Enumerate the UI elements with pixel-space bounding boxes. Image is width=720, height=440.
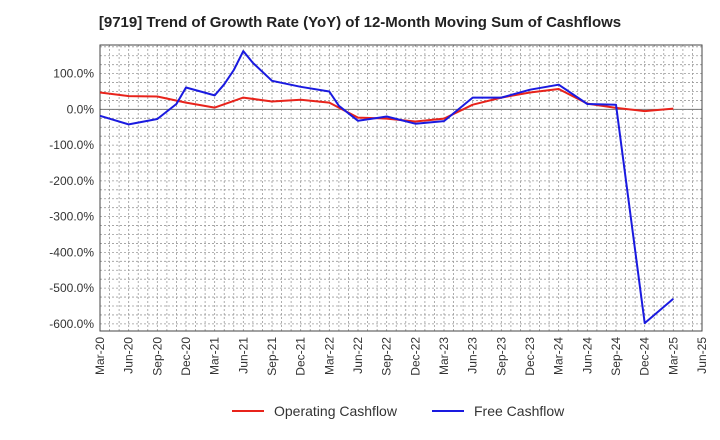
x-tick-label: Mar-20 [93,337,107,375]
chart-title: [9719] Trend of Growth Rate (YoY) of 12-… [98,14,622,31]
y-tick-label: -300.0% [49,210,94,224]
y-tick-label: -500.0% [49,281,94,295]
x-tick-label: Jun-23 [466,337,480,374]
y-tick-label: -200.0% [49,174,94,188]
y-tick-label: -100.0% [49,138,94,152]
x-tick-label: Dec-22 [408,337,422,376]
y-tick-label: 0.0% [67,102,95,116]
x-tick-label: Dec-21 [294,337,308,376]
x-tick-label: Mar-23 [437,337,451,375]
x-tick-label: Sep-24 [609,337,623,376]
x-tick-label: Mar-22 [322,337,336,375]
series-line-free-cashflow [99,50,674,325]
plot-area [100,45,702,331]
y-tick-label: -400.0% [49,245,94,259]
x-tick-label: Mar-25 [666,337,680,375]
x-tick-label: Mar-24 [552,337,566,375]
x-tick-label: Sep-20 [150,337,164,376]
legend-label: Operating Cashflow [274,403,398,419]
x-tick-label: Jun-25 [695,337,709,374]
x-tick-label: Jun-20 [122,337,136,374]
y-tick-label: 100.0% [53,67,94,81]
x-tick-label: Sep-21 [265,337,279,376]
x-tick-label: Mar-21 [208,337,222,375]
x-tick-label: Dec-20 [179,337,193,376]
x-tick-label: Dec-24 [638,337,652,376]
x-tick-label: Jun-24 [580,337,594,374]
x-tick-label: Sep-23 [494,337,508,376]
x-tick-label: Sep-22 [380,337,394,376]
x-tick-label: Jun-22 [351,337,365,374]
x-tick-label: Dec-23 [523,337,537,376]
legend-label: Free Cashflow [474,403,565,419]
plot-border [99,44,703,332]
x-tick-label: Jun-21 [236,337,250,374]
y-tick-label: -600.0% [49,317,94,331]
